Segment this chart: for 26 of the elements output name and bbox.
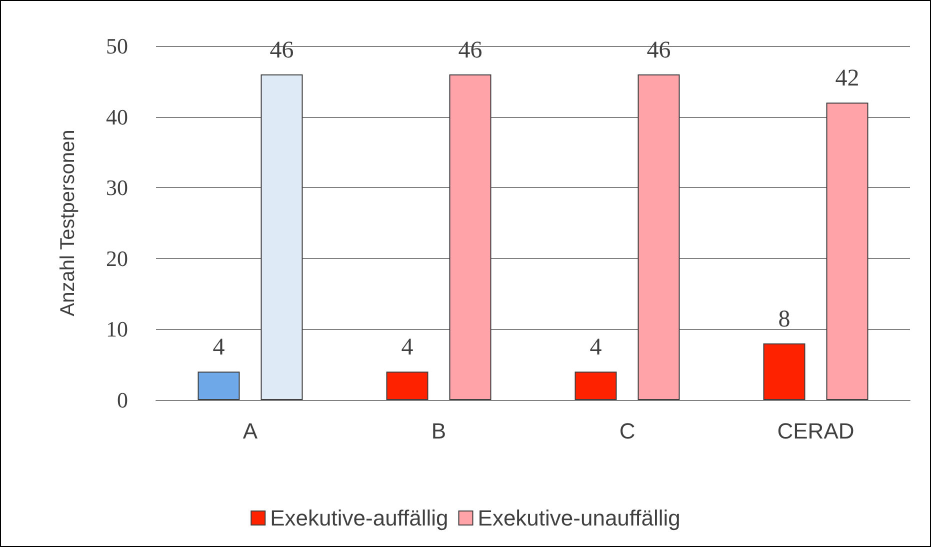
legend-label: Exekutive-auffällig <box>270 506 448 530</box>
data-label: 8 <box>778 306 790 332</box>
bar <box>826 102 868 400</box>
y-tick-label: 0 <box>117 388 128 412</box>
x-tick-label: A <box>242 418 258 444</box>
y-tick-label: 40 <box>106 104 128 130</box>
y-tick-label: 20 <box>106 246 128 271</box>
bar <box>574 372 617 400</box>
data-label: 4 <box>590 334 602 361</box>
y-tick-label: 10 <box>106 316 128 342</box>
bar <box>763 343 806 400</box>
legend-label: Exekutive-unauffällig <box>478 506 680 530</box>
y-tick-label: 30 <box>106 175 128 200</box>
data-label: 4 <box>401 334 414 361</box>
bar <box>449 74 492 400</box>
x-tick-label: C <box>619 418 636 444</box>
bar <box>198 372 240 400</box>
bar <box>386 372 428 400</box>
bar <box>260 74 303 400</box>
x-tick-label: B <box>431 418 446 444</box>
y-axis-title: Anzahl Testpersonen <box>57 130 79 316</box>
x-tick-label: CERAD <box>777 418 854 444</box>
bar <box>638 74 680 400</box>
data-label: 42 <box>835 66 860 92</box>
y-tick-label: 50 <box>106 34 128 58</box>
data-label: 4 <box>212 334 225 361</box>
